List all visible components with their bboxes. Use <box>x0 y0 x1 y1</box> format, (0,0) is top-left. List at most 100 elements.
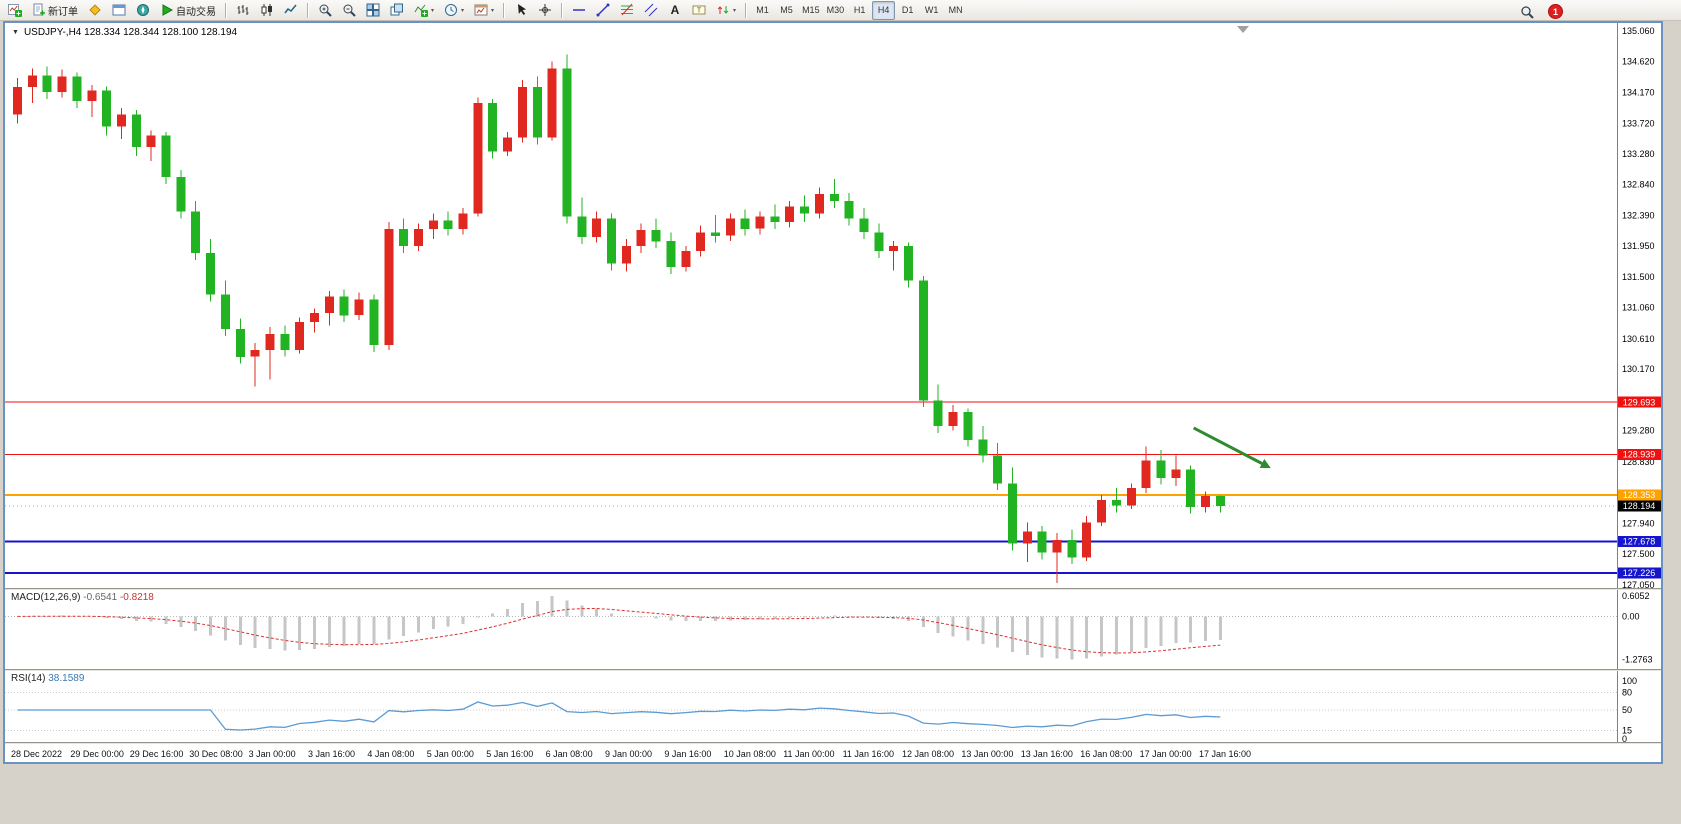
search-button[interactable] <box>1515 2 1538 21</box>
new-order-button[interactable]: 新订单 <box>27 1 82 20</box>
pane-divider[interactable] <box>5 588 1661 590</box>
rsi-chart[interactable]: 100 80 50 150 <box>5 671 1661 742</box>
navigator-button[interactable] <box>131 1 154 20</box>
trendline-button[interactable] <box>591 1 614 20</box>
chart-shift-marker[interactable] <box>1237 26 1249 33</box>
candle <box>354 299 364 316</box>
hline-button[interactable] <box>567 1 590 20</box>
candlestick-chart-button[interactable] <box>255 1 278 20</box>
price-axis-label: 129.280 <box>1622 426 1655 436</box>
timeframe-button-m15[interactable]: M15 <box>802 5 820 15</box>
candle <box>235 329 245 357</box>
candle <box>116 114 126 127</box>
pane-divider[interactable] <box>5 669 1661 671</box>
time-axis[interactable]: 28 Dec 2022 29 Dec 00:00 29 Dec 16:00 30 De… <box>5 744 1661 762</box>
metaeditor-button[interactable] <box>83 1 106 20</box>
new-chart-button[interactable] <box>3 1 26 20</box>
price-axis-label: 130.610 <box>1622 334 1655 344</box>
symbol-dropdown-icon[interactable]: ▼ <box>12 29 19 36</box>
timeframe-button-d1[interactable]: D1 <box>901 5 914 15</box>
time-axis-label: 29 Dec 16:00 <box>129 749 184 759</box>
hline-icon <box>571 3 586 18</box>
candlestick-icon <box>259 3 274 18</box>
candle <box>295 322 305 350</box>
zoom-in-button[interactable] <box>313 1 336 20</box>
metaeditor-icon <box>87 3 102 18</box>
toolbar-separator <box>745 2 747 18</box>
macd-axis-label: 0.00 <box>1622 611 1640 621</box>
candle <box>829 194 839 202</box>
candle <box>1186 469 1196 507</box>
price-badge <box>1618 567 1661 579</box>
candle <box>413 228 423 247</box>
candle <box>131 114 141 148</box>
label-button[interactable]: T <box>687 1 710 20</box>
time-axis-label: 11 Jan 16:00 <box>842 749 894 759</box>
candle <box>369 299 379 345</box>
trendline-icon <box>595 3 610 18</box>
fibonacci-button[interactable] <box>615 1 638 20</box>
cascade-windows-button[interactable] <box>385 1 408 20</box>
candle <box>1201 496 1210 507</box>
periods-button[interactable]: ▾ <box>439 1 468 20</box>
timeframe-button-m5[interactable]: M5 <box>780 5 793 15</box>
price-chart[interactable]: 135.060 134.620 134.170 133.720 133.280 132.8… <box>5 23 1661 588</box>
line-chart-button[interactable] <box>279 1 302 20</box>
indicators-button[interactable]: ▾ <box>409 1 438 20</box>
rsi-indicator-name: RSI(14) <box>11 673 46 684</box>
candle <box>324 296 334 314</box>
notification-badge[interactable]: 1 <box>1548 4 1563 19</box>
cursor-button[interactable] <box>509 1 532 20</box>
candle <box>1082 522 1092 558</box>
macd-chart[interactable]: 0.6052 0.00 -1.2763 <box>5 590 1661 669</box>
price-axis-labels: 135.060 134.620 134.170 133.720 133.280 132.8… <box>1622 26 1655 588</box>
candles <box>13 54 1225 583</box>
candle <box>220 294 230 330</box>
tile-windows-button[interactable] <box>361 1 384 20</box>
candle <box>280 333 290 350</box>
text-button[interactable]: A <box>663 1 686 20</box>
timeframe-button-mn[interactable]: MN <box>948 5 963 15</box>
candle <box>1007 483 1017 544</box>
arrow-annotation[interactable] <box>1192 426 1271 469</box>
label-icon: T <box>691 3 706 18</box>
navigator-icon <box>135 3 150 18</box>
price-axis-label: 127.500 <box>1622 549 1655 559</box>
candle <box>458 213 468 229</box>
candle <box>963 412 973 440</box>
candle <box>1037 531 1047 553</box>
price-axis-label: 134.170 <box>1622 88 1655 98</box>
candle <box>785 206 795 222</box>
candle <box>102 90 112 127</box>
candle <box>473 102 483 214</box>
autotrading-button[interactable]: 自动交易 <box>155 1 220 20</box>
timeframe-button-h4[interactable]: H4 <box>872 0 896 20</box>
rsi-line <box>17 701 1221 731</box>
template-icon <box>473 3 488 18</box>
crosshair-button[interactable] <box>533 1 556 20</box>
zoom-in-icon <box>317 3 332 18</box>
price-axis-label: 131.950 <box>1622 241 1655 251</box>
price-axis-label: 133.720 <box>1622 119 1655 129</box>
arrows-button[interactable]: ▾ <box>711 1 740 20</box>
templates-button[interactable]: ▾ <box>469 1 498 20</box>
time-axis-label: 6 Jan 08:00 <box>545 749 593 759</box>
macd-indicator-name: MACD(12,26,9) <box>11 592 81 603</box>
toolbar-buttons: 新订单 自动交易 ▾ ▾ ▾ A T ▾ M1 M5 M15 M30 H1 H4 D1 W1 MN <box>3 0 967 21</box>
dropdown-caret-icon: ▾ <box>461 7 465 14</box>
channel-button[interactable] <box>639 1 662 20</box>
timeframe-button-m30[interactable]: M30 <box>826 5 845 15</box>
bar-chart-button[interactable] <box>231 1 254 20</box>
pane-divider[interactable] <box>5 742 1661 744</box>
rsi-axis-label: 100 <box>1622 676 1637 686</box>
candle <box>42 75 52 92</box>
candle <box>1022 531 1032 544</box>
timeframe-button-w1[interactable]: W1 <box>924 5 939 15</box>
data-window-button[interactable] <box>107 1 130 20</box>
candle <box>770 216 780 222</box>
timeframe-button-h1[interactable]: H1 <box>853 5 866 15</box>
autotrading-button-label: 自动交易 <box>176 6 216 18</box>
zoom-out-button[interactable] <box>337 1 360 20</box>
timeframe-button-m1[interactable]: M1 <box>756 5 769 15</box>
macd-histogram <box>30 595 1222 660</box>
